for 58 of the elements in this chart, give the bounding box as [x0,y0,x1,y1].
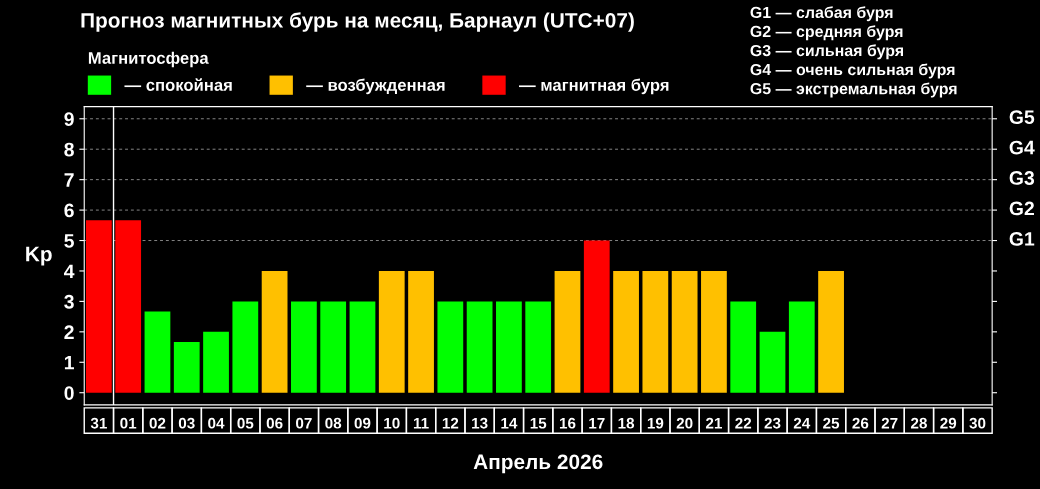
y-tick-label: 4 [64,264,75,279]
x-tick-label: 21 [705,417,722,429]
x-tick-label: 10 [384,417,400,429]
x-tick-label: 15 [530,417,547,429]
x-tick-label: 14 [501,417,518,429]
ref-line-label: G2 [1009,201,1034,216]
y-tick-label: 8 [64,142,74,157]
legend-label: — магнитная буря [519,78,669,95]
x-tick-label: 13 [472,417,488,429]
x-tick-label: 22 [735,417,752,429]
text: G2 — средняя буря [750,25,903,41]
x-tick-label: 19 [647,417,664,429]
x-tick-label: 05 [237,417,254,429]
y-tick-label: 7 [64,173,74,187]
x-tick-label: 25 [823,417,840,429]
text: G5 — экстремальная буря [750,82,957,98]
x-tick-label: 06 [266,417,283,429]
y-tick-label: 2 [64,325,74,339]
ref-line-label: G4 [1009,140,1035,155]
y-tick-label: 3 [64,294,74,309]
x-tick-label: 31 [90,417,107,429]
y-tick-label: 1 [64,355,74,370]
ref-line-label: G3 [1009,171,1035,185]
text: G3 — сильная буря [750,44,903,60]
chart-title: Прогноз магнитных бурь на месяц, Барнаул (UTC+07) [81,12,634,32]
x-tick-label: 01 [120,417,137,429]
legend-label: — возбужденная [306,78,445,95]
legend-title: Магнитосфера [88,51,209,68]
x-tick-label: 28 [910,417,927,429]
x-tick-label: 17 [589,417,605,429]
x-tick-label: 18 [618,417,635,429]
x-tick-label: 08 [325,417,342,429]
y-tick-label: 9 [64,112,74,127]
x-tick-label: 07 [296,417,312,429]
ref-line-label: G5 [1009,110,1035,124]
y-tick-label: 6 [64,203,74,218]
y-tick-label: 0 [64,386,74,400]
x-tick-label: 24 [793,417,811,429]
x-tick-label: 30 [969,417,986,429]
x-tick-label: 03 [178,417,195,429]
text: G4 — очень сильная буря [750,63,955,79]
y-tick-label: 5 [64,234,74,248]
x-tick-label: 26 [852,417,869,429]
x-tick-label: 04 [208,417,225,429]
x-tick-label: 23 [764,417,781,429]
x-axis-title: Апрель 2026 [473,454,603,474]
y-axis-title: Kp [26,246,52,266]
x-tick-label: 20 [676,417,693,429]
x-tick-label: 09 [354,417,371,429]
x-tick-label: 16 [559,417,576,429]
x-tick-label: 27 [881,417,898,429]
x-tick-label: 12 [442,417,459,429]
x-tick-label: 02 [149,417,166,429]
x-tick-label: 11 [413,417,429,429]
ref-line-label: G1 [1009,231,1035,246]
x-tick-label: 29 [940,417,957,429]
legend-label: — спокойная [124,78,232,91]
text: G1 — слабая буря [750,6,893,22]
